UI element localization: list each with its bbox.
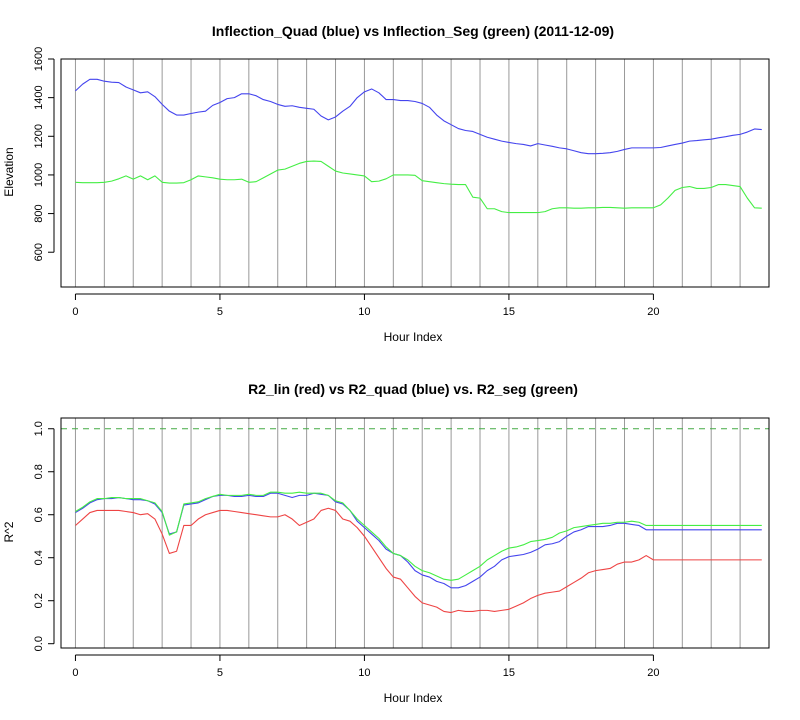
chart-title: R2_lin (red) vs R2_quad (blue) vs. R2_se… (248, 381, 578, 397)
y-tick-label: 1400 (33, 85, 45, 109)
y-tick-label: 0.0 (33, 636, 45, 651)
y-tick-label: 1000 (33, 163, 45, 187)
x-tick-label: 20 (647, 667, 659, 679)
elevation-chart: Inflection_Quad (blue) vs Inflection_Seg… (2, 23, 770, 344)
x-tick-label: 20 (647, 306, 659, 318)
series-line-0 (75, 78, 762, 155)
series-line-1 (75, 492, 762, 589)
x-axis-label: Hour Index (384, 330, 443, 344)
y-tick-label: 1600 (33, 47, 45, 71)
y-tick-label: 600 (33, 243, 45, 261)
x-tick-label: 5 (217, 306, 223, 318)
plot-area: 0 5 10 15 20 0.0 0.2 0.4 0.6 0.8 1.0 (33, 417, 770, 679)
chart-title: Inflection_Quad (blue) vs Inflection_Seg… (212, 23, 614, 39)
x-tick-label: 5 (217, 667, 223, 679)
y-tick-label: 0.8 (33, 464, 45, 479)
series-line-0 (75, 507, 762, 614)
y-tick-label: 1200 (33, 124, 45, 148)
y-axis-label: R^2 (2, 521, 16, 542)
y-tick-label: 1.0 (33, 421, 45, 436)
x-tick-label: 15 (503, 667, 515, 679)
y-tick-label: 0.2 (33, 593, 45, 608)
y-tick-label: 0.4 (33, 550, 45, 565)
y-axis-label: Elevation (2, 147, 16, 196)
x-tick-label: 0 (72, 306, 78, 318)
y-tick-label: 0.6 (33, 507, 45, 522)
x-tick-label: 10 (358, 306, 370, 318)
plot-frame (60, 58, 770, 288)
x-axis-label: Hour Index (384, 691, 443, 705)
x-tick-label: 15 (503, 306, 515, 318)
series-line-1 (75, 160, 762, 214)
y-tick-label: 800 (33, 204, 45, 222)
plot-frame (60, 417, 770, 649)
plot-area: 0 5 10 15 20 600 800 1000 1200 1400 1600 (33, 47, 770, 318)
r2-chart: R2_lin (red) vs R2_quad (blue) vs. R2_se… (2, 381, 770, 705)
x-tick-label: 10 (358, 667, 370, 679)
x-tick-label: 0 (72, 667, 78, 679)
series-line-2 (75, 491, 762, 581)
